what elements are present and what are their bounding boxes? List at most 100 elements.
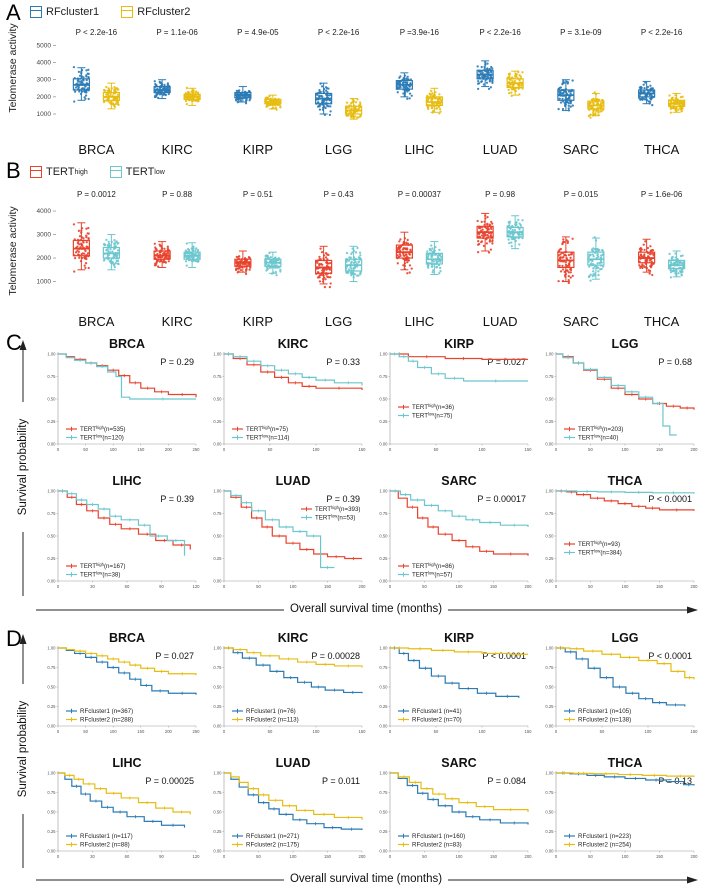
- svg-text:0.00: 0.00: [379, 442, 388, 447]
- svg-text:50: 50: [434, 729, 439, 734]
- svg-text:0: 0: [555, 447, 558, 452]
- km-subplot-luad: LUAD 0.00 0.25 0.50 0.75 1.00 0 50 100 150 200 P = …: [202, 473, 368, 610]
- svg-text:0.75: 0.75: [379, 790, 388, 795]
- svg-text:0.50: 0.50: [545, 397, 554, 402]
- svg-text:THCA: THCA: [644, 142, 680, 157]
- svg-text:0.25: 0.25: [47, 829, 56, 834]
- svg-text:150: 150: [490, 854, 498, 859]
- panel-a: A RFcluster1 RFcluster2 Telomerase activ…: [0, 0, 709, 158]
- legend-label: RFcluster2: [137, 6, 191, 18]
- svg-text:4000: 4000: [37, 60, 52, 67]
- svg-text:RFcluster2 (n=88): RFcluster2 (n=88): [80, 842, 130, 849]
- svg-text:LUAD: LUAD: [483, 142, 518, 157]
- svg-text:0.25: 0.25: [47, 704, 56, 709]
- panel-d-y-axis-label: Survival probability: [17, 684, 29, 814]
- svg-text:1.00: 1.00: [545, 771, 554, 776]
- svg-text:P < 0.0001: P < 0.0001: [648, 651, 692, 661]
- svg-text:RFcluster1 (n=271): RFcluster1 (n=271): [246, 833, 299, 840]
- km-subplot-thca: THCA 0.00 0.25 0.50 0.75 1.00 0 50 100 150 200 P < …: [534, 473, 700, 610]
- panel-a-legend: RFcluster1 RFcluster2: [30, 6, 190, 18]
- svg-text:100: 100: [479, 729, 487, 734]
- km-subplot-lgg: LGG 0.00 0.25 0.50 0.75 1.00 0 50 100 150 P < 0.00…: [534, 630, 700, 755]
- svg-text:KIRP: KIRP: [444, 631, 474, 645]
- svg-text:100: 100: [479, 447, 487, 452]
- svg-text:0.75: 0.75: [379, 374, 388, 379]
- svg-text:P = 0.011: P = 0.011: [322, 776, 360, 786]
- panel-a-label: A: [6, 0, 21, 25]
- svg-text:1.00: 1.00: [213, 489, 222, 494]
- svg-text:200: 200: [691, 447, 699, 452]
- svg-text:0.75: 0.75: [379, 665, 388, 670]
- svg-text:4000: 4000: [37, 208, 52, 215]
- svg-text:0.25: 0.25: [379, 704, 388, 709]
- svg-text:SARC: SARC: [563, 142, 599, 157]
- svg-text:0.75: 0.75: [213, 665, 222, 670]
- svg-text:TERTlow(n=38): TERTlow(n=38): [80, 571, 120, 579]
- svg-text:5000: 5000: [37, 42, 52, 49]
- svg-text:TERThigh(n=36): TERThigh(n=36): [412, 403, 454, 411]
- svg-text:1.00: 1.00: [213, 771, 222, 776]
- rfcluster2-boxplot-swatch-icon: [121, 6, 134, 18]
- svg-text:1.00: 1.00: [47, 771, 56, 776]
- panel-d: D Survival probability BRCA 0.00 0.25 0.50 0…: [0, 626, 709, 896]
- svg-text:TERTlow(n=75): TERTlow(n=75): [412, 412, 452, 420]
- svg-text:TERThigh(n=86): TERThigh(n=86): [412, 562, 454, 570]
- svg-text:RFcluster2 (n=83): RFcluster2 (n=83): [412, 842, 462, 849]
- svg-text:0.25: 0.25: [545, 419, 554, 424]
- svg-text:0.50: 0.50: [379, 810, 388, 815]
- svg-text:BRCA: BRCA: [78, 314, 114, 329]
- svg-text:0.00: 0.00: [545, 849, 554, 854]
- svg-text:50: 50: [83, 447, 88, 452]
- svg-text:200: 200: [165, 729, 173, 734]
- svg-text:0.50: 0.50: [213, 397, 222, 402]
- panel-c: C Survival probability BRCA 0.00 0.25 0.50 0…: [0, 330, 709, 626]
- svg-text:RFcluster1 (n=41): RFcluster1 (n=41): [412, 708, 462, 715]
- svg-text:0: 0: [223, 447, 226, 452]
- svg-text:1.00: 1.00: [379, 646, 388, 651]
- svg-text:TERThigh(n=167): TERThigh(n=167): [80, 562, 125, 570]
- km-subplot-kirc: KIRC 0.00 0.25 0.50 0.75 1.00 0 50 100 150 P = 0.3…: [202, 336, 368, 473]
- svg-text:0.75: 0.75: [213, 790, 222, 795]
- svg-text:LUAD: LUAD: [276, 756, 311, 770]
- svg-text:30: 30: [90, 854, 95, 859]
- panel-c-x-axis: Overall survival time (months): [30, 602, 702, 618]
- svg-text:1.00: 1.00: [379, 771, 388, 776]
- panel-c-label: C: [6, 330, 22, 355]
- svg-text:0.25: 0.25: [545, 556, 554, 561]
- km-subplot-lihc: LIHC 0.00 0.25 0.50 0.75 1.00 0 30 60 90 120 P = 0.…: [36, 473, 202, 610]
- panel-b-legend: TERT high TERT low: [30, 166, 165, 178]
- panel-b-label: B: [6, 158, 21, 183]
- svg-text:0.75: 0.75: [47, 511, 56, 516]
- svg-text:2000: 2000: [37, 94, 52, 101]
- svg-text:0: 0: [555, 854, 558, 859]
- km-subplot-kirp: KIRP 0.00 0.25 0.50 0.75 1.00 0 50 100 150 P = 0.0…: [368, 336, 534, 473]
- svg-text:RFcluster2 (n=138): RFcluster2 (n=138): [578, 717, 631, 724]
- svg-text:0: 0: [223, 854, 226, 859]
- svg-text:TERThigh(n=93): TERThigh(n=93): [578, 540, 620, 548]
- svg-text:TERThigh(n=535): TERThigh(n=535): [80, 425, 125, 433]
- svg-text:RFcluster2 (n=175): RFcluster2 (n=175): [246, 842, 299, 849]
- km-subplot-lihc: LIHC 0.00 0.25 0.50 0.75 1.00 0 30 60 90 120 P = 0.…: [36, 755, 202, 880]
- svg-text:50: 50: [268, 729, 273, 734]
- km-subplot-sarc: SARC 0.00 0.25 0.50 0.75 1.00 0 50 100 150 200 P = …: [368, 755, 534, 880]
- svg-text:RFcluster2 (n=288): RFcluster2 (n=288): [80, 717, 133, 724]
- svg-text:0: 0: [389, 584, 392, 589]
- svg-text:60: 60: [125, 584, 130, 589]
- svg-text:50: 50: [422, 584, 427, 589]
- svg-text:100: 100: [290, 584, 298, 589]
- svg-text:P = 0.88: P = 0.88: [162, 190, 192, 199]
- svg-text:TERTlow(n=53): TERTlow(n=53): [315, 514, 355, 522]
- svg-text:RFcluster2 (n=70): RFcluster2 (n=70): [412, 717, 462, 724]
- svg-text:50: 50: [268, 447, 273, 452]
- svg-text:0.25: 0.25: [47, 419, 56, 424]
- legend-label-sup: high: [74, 168, 88, 176]
- svg-text:1.00: 1.00: [379, 489, 388, 494]
- svg-text:0: 0: [223, 584, 226, 589]
- svg-text:THCA: THCA: [644, 314, 680, 329]
- svg-text:100: 100: [645, 729, 653, 734]
- svg-text:50: 50: [256, 854, 261, 859]
- svg-text:0: 0: [389, 854, 392, 859]
- svg-text:200: 200: [691, 854, 699, 859]
- svg-text:RFcluster2 (n=113): RFcluster2 (n=113): [246, 717, 299, 724]
